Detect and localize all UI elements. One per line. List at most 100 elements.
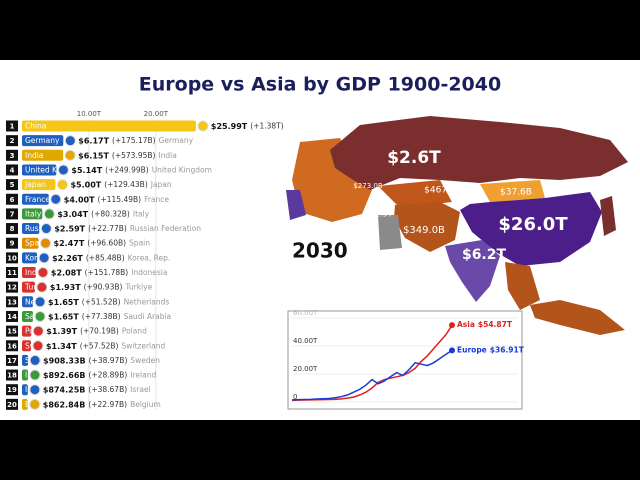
bar — [22, 252, 38, 264]
change-label: (+175.17B) — [112, 136, 156, 145]
x-tick-label: 10.00T — [77, 110, 102, 118]
value-label: $2.47T — [54, 239, 85, 248]
rank: 10 — [7, 254, 17, 262]
change-label: (+38.67B) — [88, 385, 127, 394]
change-label: (+22.97B) — [88, 400, 127, 409]
series-name: Europe — [457, 345, 487, 354]
bar — [22, 398, 28, 410]
value-label: $4.00T — [64, 195, 95, 204]
india-region — [445, 240, 500, 302]
bar — [22, 179, 56, 191]
bar — [22, 193, 49, 205]
map-label: $6.2T — [462, 247, 507, 263]
bar-name: Poland — [25, 327, 50, 336]
bar — [22, 135, 64, 147]
country-name: Indonesia — [131, 268, 167, 277]
flag — [37, 267, 49, 278]
value-label: $1.34T — [46, 342, 77, 351]
change-label: (+1.38T) — [250, 122, 283, 131]
bar — [22, 120, 196, 132]
change-label: (+38.97B) — [89, 356, 128, 365]
flag — [56, 179, 68, 191]
country-name: France — [144, 195, 169, 204]
change-label: (+151.78B) — [85, 268, 129, 277]
rank: 3 — [10, 152, 15, 160]
europe-region — [292, 138, 372, 222]
bar — [22, 267, 36, 278]
bar-name: Turkiye — [24, 283, 52, 292]
bar-name: Indonesia — [25, 268, 61, 277]
rank-box — [6, 267, 18, 278]
rank: 6 — [10, 196, 15, 204]
country-name: Spain — [129, 239, 150, 248]
bar-name: Saudi Arabia — [25, 312, 73, 321]
map-label: $37.6B — [500, 188, 532, 198]
rank: 1 — [10, 123, 15, 131]
value-label: $908.33B — [43, 356, 86, 365]
value-label: $874.25B — [43, 386, 86, 395]
middle-east-region — [394, 202, 460, 252]
bar — [22, 164, 57, 176]
value-label: $1.65T — [48, 312, 79, 321]
flag — [57, 164, 69, 176]
country-name: Ireland — [130, 371, 156, 380]
bar-name: Japan — [24, 180, 46, 189]
map-label: $467.6B — [424, 186, 462, 196]
country-name: Netherlands — [124, 297, 170, 306]
map-label: $2.6T — [387, 148, 441, 168]
rank-box — [6, 179, 18, 191]
rank-box — [6, 135, 18, 147]
flag — [29, 384, 41, 396]
rank-box — [6, 384, 18, 396]
bar-name: Germany — [25, 136, 60, 145]
rank-box — [6, 340, 18, 352]
value-label: $1.65T — [48, 298, 79, 307]
country-name: Switzerland — [121, 341, 165, 350]
change-label: (+28.89B) — [89, 371, 128, 380]
rank: 11 — [7, 269, 17, 277]
bar — [22, 340, 31, 352]
west-europe-region — [286, 190, 306, 220]
rank-box — [6, 237, 18, 249]
rank: 17 — [7, 357, 17, 365]
bar-name: Korea, Rep. — [25, 253, 68, 262]
flag — [64, 149, 76, 161]
flag — [29, 398, 41, 410]
bar-name: Russian Federation — [25, 224, 96, 233]
rank-box — [6, 310, 18, 322]
end-dot — [449, 322, 455, 329]
mongolia-region — [480, 180, 545, 202]
bar — [22, 281, 35, 293]
rank-box — [6, 252, 18, 264]
value-label: $2.08T — [51, 269, 82, 278]
country-name: Saudi Arabia — [124, 312, 172, 321]
country-name: Sweden — [130, 356, 160, 365]
flag — [38, 252, 50, 264]
bar-name: Belgium — [25, 400, 56, 409]
change-label: (+80.32B) — [91, 209, 130, 218]
value-label: $1.93T — [50, 283, 81, 292]
central-asia-region — [378, 180, 452, 208]
value-label: $2.26T — [52, 254, 83, 263]
flag — [40, 237, 52, 249]
change-label: (+22.77B) — [88, 224, 127, 233]
islands-region — [530, 300, 625, 335]
title: Europe vs Asia by GDP 1900-2040 — [139, 74, 501, 96]
rank: 20 — [7, 401, 17, 409]
value-label: $892.66B — [43, 371, 86, 380]
map-label: $349.0B — [403, 225, 445, 236]
bar — [22, 237, 39, 249]
map-label: $1.9T — [370, 210, 393, 219]
rank: 13 — [7, 298, 17, 306]
bar — [22, 354, 29, 366]
rank: 9 — [10, 240, 15, 248]
bar-name: Netherlands — [25, 297, 71, 306]
bar-name: Sweden — [25, 356, 55, 365]
china-region — [460, 192, 602, 266]
rank: 2 — [10, 137, 15, 145]
rank-box — [6, 325, 18, 337]
rank: 19 — [7, 386, 17, 394]
flag — [197, 120, 209, 132]
flag — [50, 193, 62, 205]
